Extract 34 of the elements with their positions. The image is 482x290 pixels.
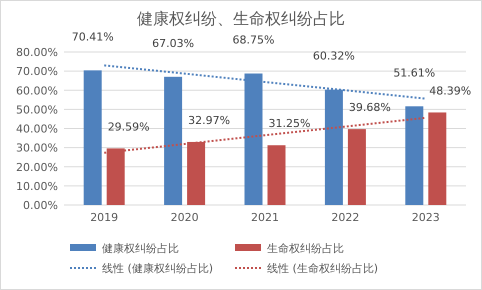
data-label: 70.41%: [72, 30, 114, 44]
data-label: 31.25%: [268, 117, 310, 130]
x-tick-label: 2021: [251, 211, 279, 224]
legend-label: 生命权纠纷占比: [267, 242, 344, 255]
data-label: 51.61%: [393, 66, 436, 80]
y-tick-label: 30.00%: [16, 142, 58, 155]
x-tick-label: 2023: [412, 211, 440, 224]
bar: [428, 112, 446, 205]
bar: [268, 145, 286, 205]
y-tick-label: 40.00%: [16, 122, 58, 136]
bar: [84, 70, 102, 205]
data-label: 60.32%: [312, 50, 355, 63]
y-tick-label: 10.00%: [16, 180, 58, 193]
y-tick-label: 80.00%: [16, 46, 58, 59]
y-tick-label: 0.00%: [23, 199, 58, 212]
data-label: 48.39%: [429, 84, 472, 98]
data-label: 67.03%: [152, 36, 194, 50]
y-tick-label: 50.00%: [16, 103, 58, 116]
data-label: 32.97%: [188, 114, 230, 127]
bar: [164, 76, 182, 205]
x-tick-label: 2019: [90, 211, 118, 224]
data-label: 39.68%: [348, 101, 391, 114]
y-tick-label: 60.00%: [16, 84, 58, 98]
legend-label: 健康权纠纷占比: [102, 242, 179, 255]
bar: [405, 106, 424, 205]
y-tick-label: 70.00%: [16, 65, 58, 78]
x-tick-label: 2022: [331, 211, 360, 224]
y-tick-label: 20.00%: [16, 160, 58, 174]
chart-title: 健康权纠纷、生命权纠纷占比: [137, 9, 345, 28]
legend-label: 线性 (健康权纠纷占比): [102, 262, 214, 275]
data-label: 68.75%: [232, 34, 274, 47]
x-tick-label: 2020: [170, 211, 199, 224]
data-label: 29.59%: [108, 120, 150, 134]
legend-label: 线性 (生命权纠纷占比): [267, 262, 378, 275]
